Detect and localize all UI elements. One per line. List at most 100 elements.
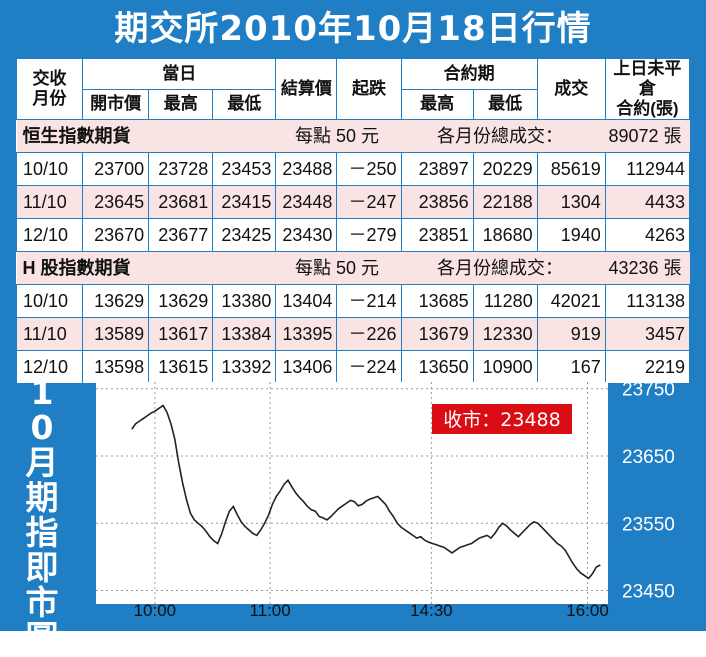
header-change: 起跌	[336, 58, 402, 120]
vertical-title-text: 10月期指即市圖	[25, 373, 59, 657]
section-name: 恒生指數期貨	[16, 119, 276, 153]
cell-month: 11/10	[15, 317, 84, 351]
cell-volume: 1940	[536, 218, 606, 252]
cell-high: 13629	[148, 284, 214, 318]
cell-oi: 2219	[604, 350, 691, 384]
cell-settle: 13395	[275, 317, 338, 351]
cell-low: 13392	[212, 350, 277, 384]
cell-low: 13380	[212, 284, 277, 318]
cell-month: 11/10	[15, 185, 84, 219]
total-label: 各月份總成交：	[401, 119, 606, 153]
cell-settle: 13404	[275, 284, 338, 318]
cell-settle: 23488	[275, 152, 338, 186]
cell-volume: 919	[536, 317, 606, 351]
cell-settle: 23430	[275, 218, 338, 252]
close-label-box	[432, 404, 572, 434]
cell-month: 12/10	[15, 350, 84, 384]
cell-settle: 23448	[275, 185, 338, 219]
cell-open: 13629	[82, 284, 150, 318]
cell-cp-high: 23851	[400, 218, 474, 252]
table-body: 恒生指數期貨 每點 50 元各月份總成交： 89072 張 10/10 23700 237…	[15, 119, 691, 384]
cell-volume: 1304	[536, 185, 606, 219]
cell-volume: 167	[536, 350, 606, 384]
cell-high: 13615	[148, 350, 214, 384]
header-row-2: 開市價 最高 最低 最高 最低	[17, 88, 690, 120]
cell-change: －279	[336, 218, 402, 252]
y-tick-label: 23750	[622, 380, 675, 401]
cell-change: －250	[336, 152, 402, 186]
cell-low: 13384	[212, 317, 277, 351]
table-row: 11/10 13589 13617 13384 13395 －226 13679 12330 9…	[15, 317, 691, 351]
total-volume: 89072 張	[605, 119, 690, 153]
header-high: 最高	[148, 88, 214, 120]
cell-cp-high: 23856	[400, 185, 474, 219]
cell-cp-high: 13650	[400, 350, 474, 384]
cell-high: 13617	[148, 317, 214, 351]
chart-panel: 23750 23650 23550 23450 10:00 11:00 14:30 16:00…	[16, 370, 690, 618]
cell-settle: 13406	[275, 350, 338, 384]
header-cp-low: 最低	[472, 88, 538, 120]
header-today: 當日	[82, 58, 277, 90]
header-cp-high: 最高	[400, 88, 474, 120]
cell-cp-low: 12330	[472, 317, 538, 351]
cell-cp-low: 22188	[472, 185, 538, 219]
cell-open: 23645	[82, 185, 150, 219]
cell-open: 23670	[82, 218, 150, 252]
cell-oi: 3457	[604, 317, 691, 351]
cell-oi: 4433	[604, 185, 691, 219]
page-title: 期交所2010年10月18日行情	[114, 9, 592, 49]
cell-open: 13589	[82, 317, 150, 351]
section-header: H 股指數期貨 每點 50 元各月份總成交： 43236 張	[16, 251, 690, 285]
header-contract-period: 合約期	[400, 58, 538, 90]
cell-cp-low: 18680	[472, 218, 538, 252]
y-tick-label: 23650	[622, 447, 675, 468]
header-row-1: 交收 月份 當日 結算價 起跌 合約期 成交 上日未平倉 合約(張)	[15, 58, 691, 120]
intraday-chart: 23750 23650 23550 23450 10:00 11:00 14:30 16:00…	[96, 380, 675, 618]
table-row: 12/10 13598 13615 13392 13406 －224 13650 10900 1…	[15, 350, 691, 384]
cell-change: －214	[336, 284, 402, 318]
x-tick-label: 11:00	[249, 601, 290, 618]
header-open-interest: 上日未平倉 合約(張)	[604, 58, 691, 120]
header-month: 交收 月份	[15, 58, 84, 120]
cell-oi: 113138	[604, 284, 691, 318]
total-label: 各月份總成交：	[401, 251, 606, 285]
cell-cp-low: 20229	[472, 152, 538, 186]
table-row: 12/10 23670 23677 23425 23430 －279 23851 18680 1…	[15, 218, 691, 252]
table-row: 10/10 23700 23728 23453 23488 －250 23897 20229 8…	[15, 152, 691, 186]
cell-change: －224	[336, 350, 402, 384]
cell-month: 12/10	[15, 218, 84, 252]
cell-cp-high: 13679	[400, 317, 474, 351]
header-volume: 成交	[536, 58, 606, 120]
header-open: 開市價	[82, 88, 150, 120]
cell-month: 10/10	[15, 284, 84, 318]
vertical-chart-title: 10月期指即市圖	[18, 375, 66, 655]
cell-low: 23425	[212, 218, 277, 252]
x-tick-label: 16:00	[566, 601, 609, 618]
total-volume: 43236 張	[605, 251, 690, 285]
y-tick-label: 23550	[622, 514, 675, 535]
header-settlement: 結算價	[275, 58, 338, 120]
section-header: 恒生指數期貨 每點 50 元各月份總成交： 89072 張	[16, 119, 690, 153]
section-name: H 股指數期貨	[16, 251, 276, 285]
header-low: 最低	[212, 88, 277, 120]
cell-low: 23453	[212, 152, 277, 186]
cell-high: 23728	[148, 152, 214, 186]
cell-low: 23415	[212, 185, 277, 219]
table-row: 10/10 13629 13629 13380 13404 －214 13685 11280 4…	[15, 284, 691, 318]
cell-oi: 112944	[604, 152, 691, 186]
quotes-table: 交收 月份 當日 結算價 起跌 合約期 成交 上日未平倉 合約(張) 開市價 最高 …	[15, 58, 691, 384]
cell-cp-low: 11280	[472, 284, 538, 318]
point-value: 每點 50 元	[275, 251, 402, 285]
price-series-line	[131, 404, 601, 580]
cell-change: －247	[336, 185, 402, 219]
cell-change: －226	[336, 317, 402, 351]
cell-oi: 4263	[604, 218, 691, 252]
cell-volume: 42021	[536, 284, 606, 318]
cell-cp-low: 10900	[472, 350, 538, 384]
x-tick-label: 10:00	[134, 601, 177, 618]
cell-high: 23677	[148, 218, 214, 252]
table-row: 11/10 23645 23681 23415 23448 －247 23856 22188 1…	[15, 185, 691, 219]
x-tick-label: 14:30	[410, 601, 453, 618]
cell-open: 23700	[82, 152, 150, 186]
cell-high: 23681	[148, 185, 214, 219]
